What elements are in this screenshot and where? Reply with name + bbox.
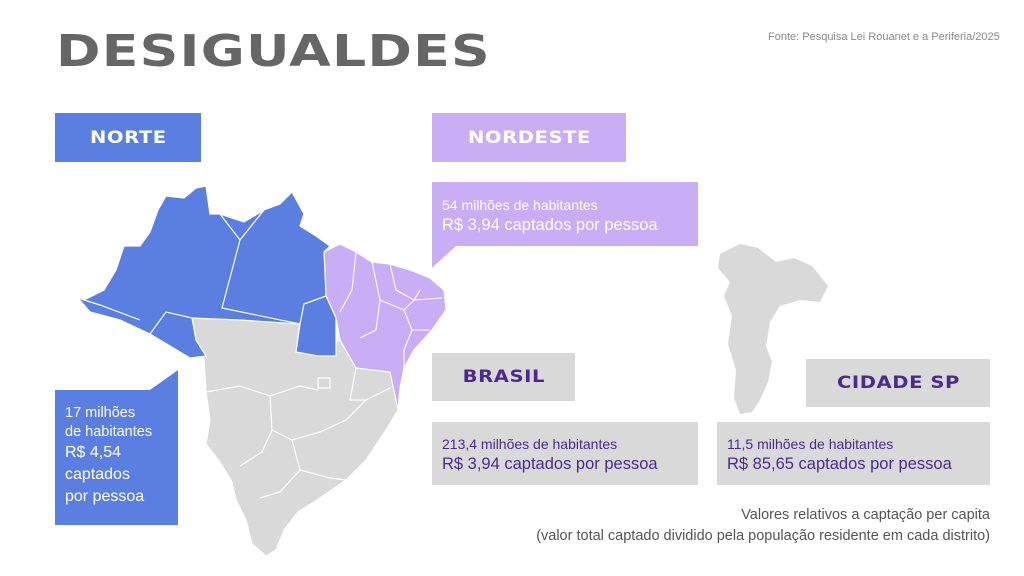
norte-info-box: 17 milhões de habitantes R$ 4,54 captado… — [55, 390, 178, 525]
brasil-per-capita: R$ 3,94 captados por pessoa — [442, 455, 658, 473]
norte-callout-tail — [150, 370, 178, 390]
cidade-sp-population: 11,5 milhões de habitantes — [727, 436, 894, 452]
nordeste-callout-tail — [432, 246, 456, 268]
page-title: DESIGUALDES — [56, 26, 491, 77]
nordeste-per-capita: R$ 3,94 captados por pessoa — [442, 216, 658, 234]
nordeste-population: 54 milhões de habitantes — [442, 197, 598, 213]
brasil-label: BRASIL — [432, 353, 575, 401]
footnote-line-2: (valor total captado dividido pela popul… — [536, 528, 990, 544]
cidade-sp-info-box: 11,5 milhões de habitantes R$ 85,65 capt… — [717, 422, 990, 485]
brasil-population: 213,4 milhões de habitantes — [442, 436, 618, 452]
nordeste-info-box: 54 milhões de habitantes R$ 3,94 captado… — [432, 182, 698, 246]
cidade-sp-label: CIDADE SP — [806, 359, 990, 407]
norte-line: captados — [65, 466, 130, 483]
cidade-sp-per-capita: R$ 85,65 captados por pessoa — [727, 455, 952, 473]
norte-line: por pessoa — [65, 488, 145, 505]
norte-line: R$ 4,54 — [65, 444, 122, 461]
brazil-norte — [76, 185, 337, 359]
source-note: Fonte: Pesquisa Lei Rouanet e a Periferi… — [768, 31, 1000, 43]
brasil-info-box: 213,4 milhões de habitantes R$ 3,94 capt… — [432, 422, 698, 485]
nordeste-label: NORDESTE — [432, 113, 626, 162]
footnote-line-1: Valores relativos a captação per capita — [741, 507, 990, 523]
sao-paulo-city-map — [718, 244, 828, 414]
footnote: Valores relativos a captação per capita … — [536, 505, 990, 547]
brazil-nordeste — [323, 243, 447, 411]
norte-line: de habitantes — [65, 424, 153, 440]
norte-line: 17 milhões — [65, 405, 136, 421]
norte-label: NORTE — [55, 113, 201, 162]
